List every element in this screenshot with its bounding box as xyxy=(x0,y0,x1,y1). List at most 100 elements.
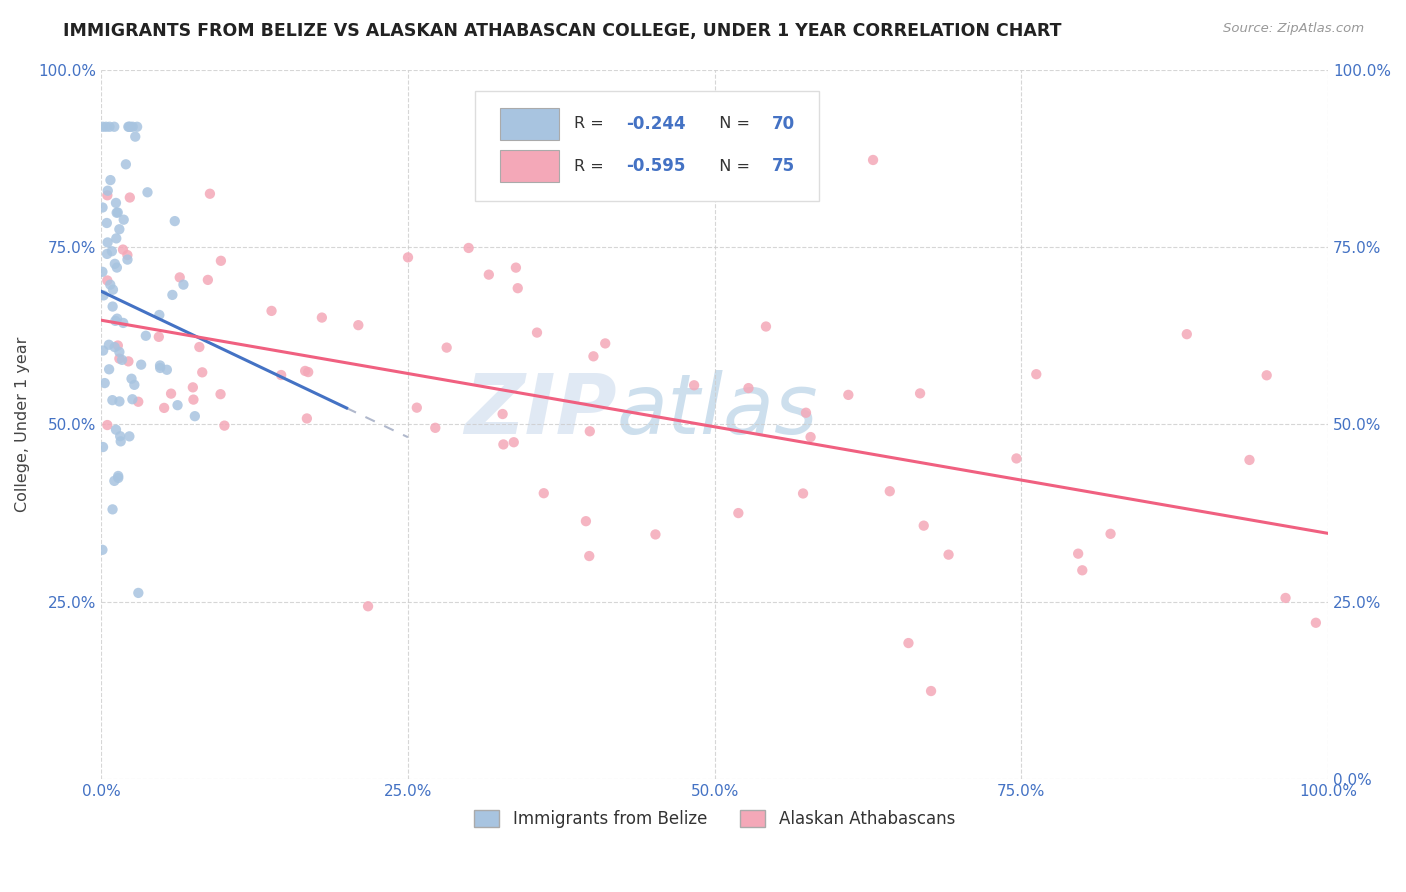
Point xyxy=(108,345,131,359)
Point xyxy=(191,365,214,379)
Point xyxy=(526,326,548,340)
Point xyxy=(107,469,129,483)
Point xyxy=(156,363,179,377)
Point xyxy=(912,518,935,533)
Point xyxy=(198,186,221,201)
Point xyxy=(112,316,135,330)
Point xyxy=(755,319,778,334)
Point xyxy=(938,548,960,562)
Point xyxy=(97,338,120,352)
Point xyxy=(118,190,141,204)
Point xyxy=(108,394,131,409)
Point xyxy=(98,120,121,134)
Point xyxy=(121,372,143,386)
Point xyxy=(737,381,759,395)
Point xyxy=(1099,526,1122,541)
Point xyxy=(897,636,920,650)
Point xyxy=(117,252,139,267)
Point xyxy=(425,421,447,435)
Point xyxy=(91,343,114,358)
Point xyxy=(183,392,205,407)
Point xyxy=(209,253,232,268)
Point xyxy=(97,235,120,250)
Point xyxy=(117,120,139,134)
Point xyxy=(800,430,823,444)
Point xyxy=(357,599,380,614)
Point xyxy=(1274,591,1296,605)
Point xyxy=(491,407,513,421)
Text: IMMIGRANTS FROM BELIZE VS ALASKAN ATHABASCAN COLLEGE, UNDER 1 YEAR CORRELATION C: IMMIGRANTS FROM BELIZE VS ALASKAN ATHABA… xyxy=(63,22,1062,40)
Point xyxy=(117,248,139,262)
Text: -0.244: -0.244 xyxy=(626,115,686,133)
Text: 70: 70 xyxy=(772,115,796,133)
Point xyxy=(166,398,188,412)
Point xyxy=(575,514,598,528)
Text: -0.595: -0.595 xyxy=(626,158,686,176)
Point xyxy=(792,486,814,500)
Point xyxy=(1005,451,1028,466)
Point xyxy=(727,506,749,520)
Point xyxy=(91,201,114,215)
Point xyxy=(127,394,149,409)
Point xyxy=(214,418,236,433)
FancyBboxPatch shape xyxy=(475,91,818,202)
Point xyxy=(683,378,706,392)
Point xyxy=(209,387,232,401)
Point xyxy=(436,341,458,355)
Point xyxy=(837,388,859,402)
Point xyxy=(97,184,120,198)
Point xyxy=(107,338,129,352)
Point xyxy=(93,376,115,390)
Point xyxy=(96,273,118,287)
Text: ZIP: ZIP xyxy=(464,370,616,450)
Point xyxy=(107,471,129,485)
Y-axis label: College, Under 1 year: College, Under 1 year xyxy=(15,337,30,512)
Point xyxy=(111,352,134,367)
Point xyxy=(169,270,191,285)
Point xyxy=(129,358,152,372)
Point xyxy=(1071,563,1094,577)
Point xyxy=(112,212,135,227)
Point xyxy=(163,214,186,228)
Point xyxy=(879,484,901,499)
Point xyxy=(105,205,128,219)
Point xyxy=(101,300,124,314)
Point xyxy=(148,330,170,344)
Point xyxy=(124,129,146,144)
Point xyxy=(107,205,129,219)
Legend: Immigrants from Belize, Alaskan Athabascans: Immigrants from Belize, Alaskan Athabasc… xyxy=(468,803,962,834)
Point xyxy=(105,231,128,245)
Point xyxy=(311,310,333,325)
Point xyxy=(104,340,127,354)
Point xyxy=(96,247,118,261)
Text: Source: ZipAtlas.com: Source: ZipAtlas.com xyxy=(1223,22,1364,36)
Point xyxy=(124,377,146,392)
Point xyxy=(111,243,134,257)
Point xyxy=(104,314,127,328)
Point xyxy=(347,318,370,333)
Point xyxy=(908,386,931,401)
Point xyxy=(101,244,124,259)
Point xyxy=(533,486,555,500)
Point xyxy=(110,434,132,449)
Text: R =: R = xyxy=(574,159,609,174)
Point xyxy=(108,429,131,443)
Point xyxy=(96,188,118,202)
Point xyxy=(794,406,817,420)
Point xyxy=(104,195,127,210)
Point xyxy=(103,474,125,488)
Text: atlas: atlas xyxy=(616,370,818,450)
Point xyxy=(188,340,211,354)
Point xyxy=(135,328,157,343)
Point xyxy=(115,157,138,171)
Point xyxy=(101,283,124,297)
Point xyxy=(1239,453,1261,467)
Point xyxy=(94,120,117,134)
Point xyxy=(582,349,605,363)
Point xyxy=(1175,327,1198,342)
Point xyxy=(121,120,143,134)
Point xyxy=(118,120,141,134)
Point xyxy=(127,120,149,134)
Point xyxy=(105,311,128,326)
Point xyxy=(104,257,127,271)
